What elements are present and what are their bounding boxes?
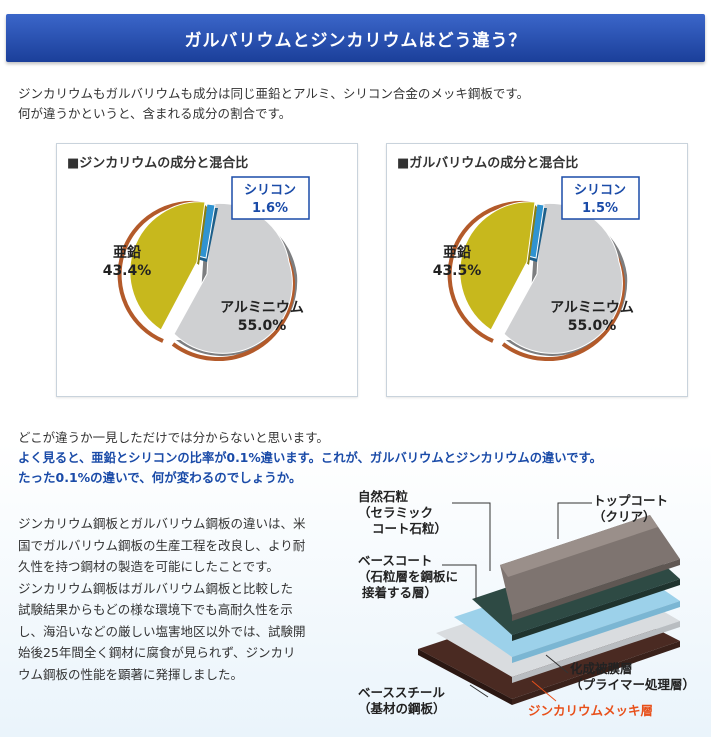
label-line: （セラミック — [358, 505, 434, 520]
leader-line-steel — [469, 684, 489, 698]
layer-base-steel-edge-right — [512, 641, 680, 705]
silicon-callout-box — [561, 176, 640, 220]
slice-label-aluminum-value: 55.0% — [238, 318, 287, 334]
comparison-text: どこが違うか一見しただけでは分からないと思います。 よく見ると、亜鉛とシリコンの… — [18, 428, 602, 488]
intro-line: ジンカリウムもガルバリウムも成分は同じ亜鉛とアルミ、シリコン合金のメッキ鋼板です… — [18, 86, 530, 101]
label-line: （基材の鋼板） — [358, 701, 446, 716]
body-line: 始後25年間全く鋼材に腐食が見られず、ジンカリ — [18, 645, 296, 660]
label-line: ベーススチール — [358, 685, 445, 700]
label-zincalume-plating: ジンカリウムメッキ層 — [528, 703, 654, 718]
leader-line-stone — [452, 502, 491, 571]
silicon-callout-box — [231, 176, 310, 220]
label-base-coat: ベースコート （石粒層を鋼板に 接着する層） — [358, 553, 458, 601]
slice-label-silicon-value: 1.6% — [252, 201, 288, 216]
zincalume-chart-card: ■ジンカリウムの成分と混合比 亜鉛 43.4% アルミニウム 55.0% シリコ… — [56, 143, 358, 397]
body-line: ウム鋼板の性能を顕著に発揮しました。 — [18, 666, 244, 682]
label-line: （石粒層を鋼板に — [358, 569, 459, 584]
slice-label-zinc-name: 亜鉛 — [443, 244, 471, 261]
layer-top-coat-edge — [512, 559, 680, 621]
slice-label-zinc-name: 亜鉛 — [113, 244, 141, 261]
label-line: （プライマー処理層） — [570, 677, 696, 692]
zincalume-pie-chart: 亜鉛 43.4% アルミニウム 55.0% シリコン 1.6% — [103, 176, 310, 362]
pie-slice-zinc — [459, 201, 536, 331]
slice-label-silicon-value: 1.5% — [582, 201, 618, 216]
comparison-highlight: よく見ると、亜鉛とシリコンの比率が0.1%違います。これが、ガルバリウムとジンカ… — [18, 451, 602, 465]
comparison-highlight: たった0.1%の違いで、何が変わるのでしょうか。 — [18, 470, 302, 485]
slice-label-silicon-name: シリコン — [244, 183, 296, 198]
label-chemical-coating: 化成被膜層 （プライマー処理層） — [570, 661, 695, 693]
body-line: 試験結果からもどの様な環境下でも高耐久性を示 — [18, 602, 293, 617]
layer-chemical-coating-edge — [512, 601, 680, 663]
label-line: トップコート — [593, 493, 669, 508]
body-line: 久性を持つ鋼材の製造を可能にしたことです。 — [18, 559, 279, 574]
label-line: （クリア） — [593, 509, 656, 524]
body-line: し、海沿いなどの厳しい塩害地区以外では、試験開 — [18, 623, 306, 639]
layer-zincalume-plating-edge — [512, 621, 680, 683]
body-text: ジンカリウム鋼板とガルバリウム鋼板の違いは、米 国でガルバリウム鋼板の生産工程を… — [18, 513, 348, 685]
leader-line-plating — [531, 680, 557, 702]
slice-label-aluminum-value: 55.0% — [568, 318, 617, 334]
label-top-coat: トップコート （クリア） — [593, 493, 668, 525]
pie-slice-zinc-rim — [447, 200, 535, 343]
galvalume-pie-chart: 亜鉛 43.5% アルミニウム 55.0% シリコン 1.5% — [433, 176, 640, 362]
layer-top-coat — [500, 515, 680, 615]
label-line: 化成被膜層 — [570, 661, 633, 676]
pie-slice-zinc-rim — [117, 200, 205, 343]
leader-line-topcoat — [557, 502, 592, 539]
slice-label-aluminum-name: アルミニウム — [220, 300, 304, 316]
chart-title: ■ジンカリウムの成分と混合比 — [67, 156, 249, 171]
intro-line: 何が違うかというと、含まれる成分の割合です。 — [18, 106, 292, 121]
body-line: 国でガルバリウム鋼板の生産工程を改良し、より耐 — [18, 537, 306, 553]
intro-text: ジンカリウムもガルバリウムも成分は同じ亜鉛とアルミ、シリコン合金のメッキ鋼板です… — [18, 84, 529, 124]
body-line: ジンカリウム鋼板はガルバリウム鋼板と比較した — [18, 580, 294, 596]
body-line: ジンカリウム鋼板とガルバリウム鋼板の違いは、米 — [18, 516, 306, 531]
leader-line-basecoat — [442, 564, 477, 599]
slice-label-zinc-value: 43.4% — [103, 263, 152, 279]
slice-label-aluminum-name: アルミニウム — [550, 300, 634, 316]
galvalume-chart-card: ■ガルバリウムの成分と混合比 亜鉛 43.5% アルミニウム 55.0% シリコ… — [386, 143, 688, 397]
label-stone-chips: 自然石粒 （セラミック コート石粒） — [358, 489, 447, 537]
layer-base-steel-edge — [418, 649, 512, 705]
page-title: ガルバリウムとジンカリウムはどう違う？ — [184, 30, 527, 51]
slice-label-silicon-name: シリコン — [574, 183, 626, 198]
label-line: コート石粒） — [372, 521, 448, 536]
leader-line-chemical — [545, 654, 569, 674]
layer-stack-graphic — [418, 502, 680, 705]
chart-title: ■ガルバリウムの成分と混合比 — [397, 156, 579, 171]
label-line: ベースコート — [358, 553, 433, 568]
label-base-steel: ベーススチール （基材の鋼板） — [358, 685, 446, 717]
label-line: 自然石粒 — [358, 489, 409, 504]
roof-layer-diagram: 自然石粒 （セラミック コート石粒） トップコート （クリア） ベースコート （… — [350, 485, 711, 737]
layer-top-coat-highlight — [500, 515, 658, 577]
title-banner: ガルバリウムとジンカリウムはどう違う？ — [6, 14, 705, 62]
label-line: 接着する層） — [362, 585, 438, 600]
comparison-line: どこが違うか一見しただけでは分からないと思います。 — [18, 430, 329, 445]
layer-base-coat-edge — [512, 579, 680, 641]
slice-label-zinc-value: 43.5% — [433, 263, 482, 279]
pie-slice-zinc — [129, 201, 206, 331]
